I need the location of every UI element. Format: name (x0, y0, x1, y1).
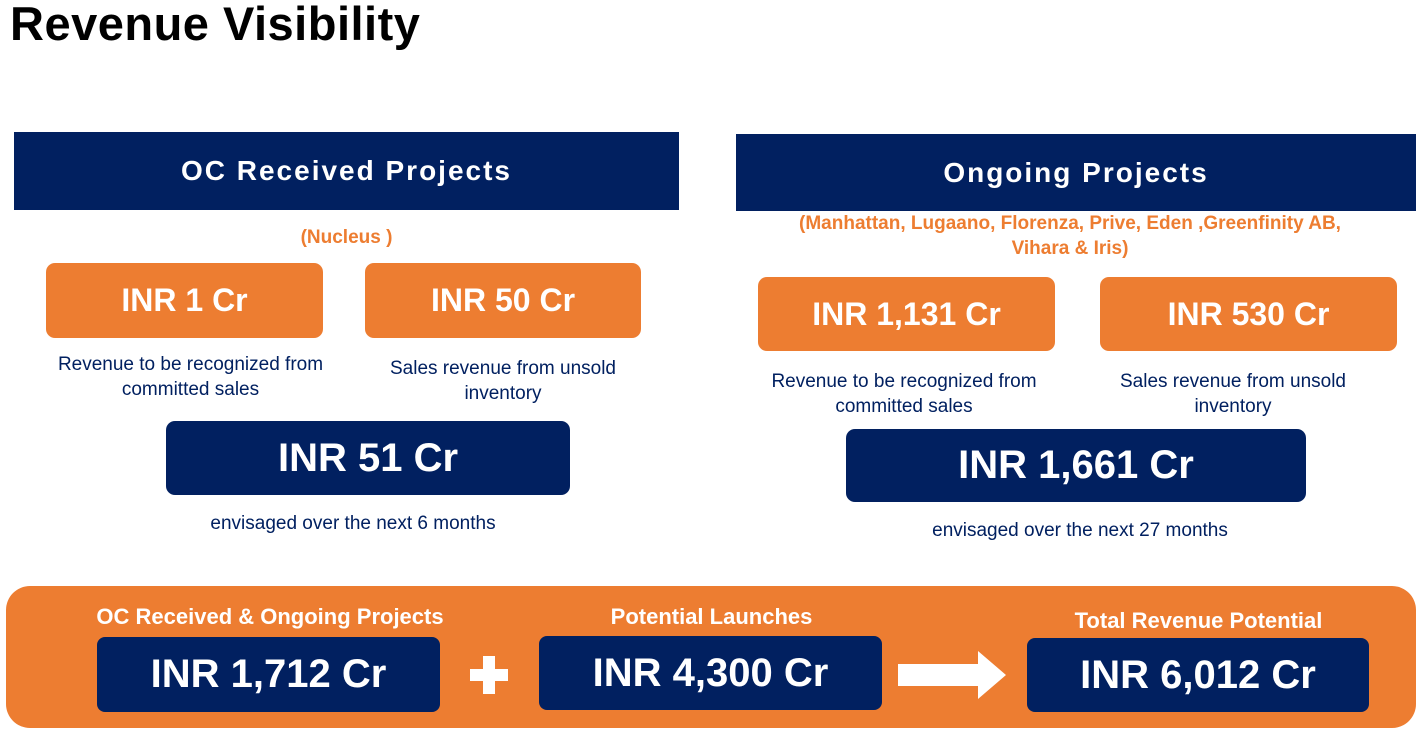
ongoing-subtitle-line2: Vihara & Iris) (1011, 238, 1129, 259)
ongoing-committed-revenue-card: INR 1,131 Cr (758, 277, 1055, 351)
oc-received-header: OC Received Projects (14, 132, 679, 210)
ongoing-committed-caption: Revenue to be recognized from committed … (738, 369, 1070, 419)
oc-unsold-revenue-card: INR 50 Cr (365, 263, 641, 338)
combined-projects-card: INR 1,712 Cr (97, 637, 440, 712)
total-revenue-potential-card: INR 6,012 Cr (1027, 638, 1369, 712)
oc-received-subtitle: (Nucleus ) (300, 227, 393, 248)
oc-committed-revenue-card: INR 1 Cr (46, 263, 323, 338)
ongoing-subtitle: (Manhattan, Lugaano, Florenza, Prive, Ed… (736, 211, 1404, 261)
oc-committed-caption-line1: Revenue to be recognized from (57, 354, 324, 375)
ongoing-unsold-caption: Sales revenue from unsold inventory (1080, 369, 1386, 419)
ongoing-unsold-caption-line1: Sales revenue from unsold (1119, 371, 1346, 392)
ongoing-unsold-revenue-card: INR 530 Cr (1100, 277, 1397, 351)
page-title: Revenue Visibility (10, 0, 421, 50)
oc-total-caption: envisaged over the next 6 months (210, 513, 496, 534)
oc-unsold-caption-line1: Sales revenue from unsold (389, 358, 616, 379)
ongoing-unsold-caption-line2: inventory (1194, 396, 1272, 417)
total-revenue-potential-label: Total Revenue Potential (1074, 608, 1323, 633)
potential-launches-card: INR 4,300 Cr (539, 636, 882, 710)
ongoing-total-card: INR 1,661 Cr (846, 429, 1306, 502)
ongoing-total-caption: envisaged over the next 27 months (932, 520, 1228, 541)
combined-projects-label: OC Received & Ongoing Projects (96, 604, 444, 629)
oc-total-card: INR 51 Cr (166, 421, 570, 495)
plus-icon (470, 656, 508, 694)
potential-launches-label: Potential Launches (610, 604, 813, 629)
arrow-right-icon (898, 651, 1006, 699)
ongoing-header: Ongoing Projects (736, 134, 1416, 211)
oc-committed-caption-line2: committed sales (121, 379, 260, 400)
oc-unsold-caption-line2: inventory (464, 383, 542, 404)
ongoing-committed-caption-line2: committed sales (835, 396, 973, 417)
ongoing-subtitle-line1: (Manhattan, Lugaano, Florenza, Prive, Ed… (799, 213, 1341, 234)
oc-unsold-caption: Sales revenue from unsold inventory (345, 356, 661, 406)
ongoing-committed-caption-line1: Revenue to be recognized from (771, 371, 1037, 392)
oc-committed-caption: Revenue to be recognized from committed … (24, 352, 357, 402)
